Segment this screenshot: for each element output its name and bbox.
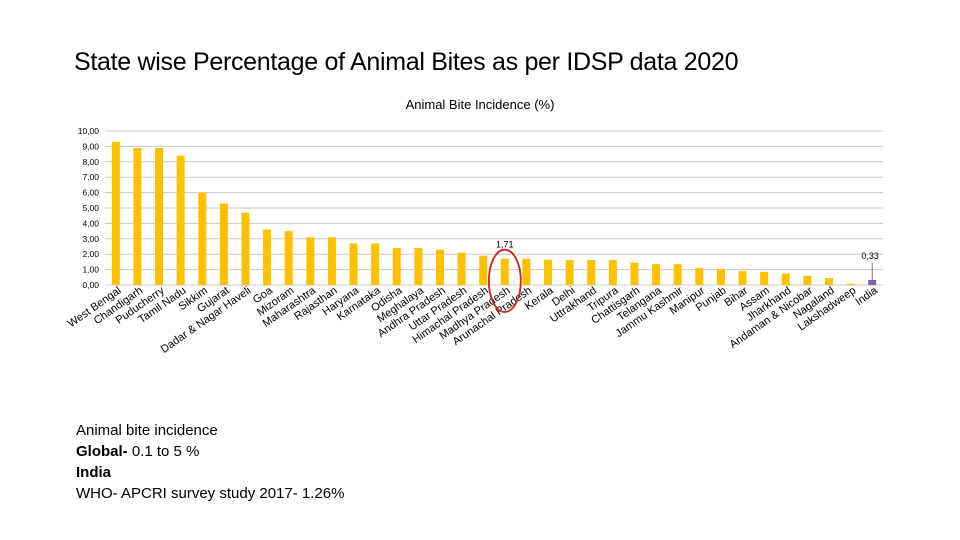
bar-tripura xyxy=(608,260,617,285)
y-tick-label: 1,00 xyxy=(82,265,99,275)
y-tick-label: 10,00 xyxy=(78,126,100,136)
notes-india-heading: India xyxy=(76,464,112,481)
bar-chattisgarh xyxy=(630,262,639,285)
bar-odisha xyxy=(392,248,401,285)
bar-maharashtra xyxy=(306,237,315,285)
y-tick-label: 6,00 xyxy=(82,188,99,198)
bar-madhya-pradesh xyxy=(500,258,509,285)
chart-title: Animal Bite Incidence (%) xyxy=(405,97,555,112)
bar-puducherry xyxy=(155,147,164,285)
bar-jharkhand xyxy=(781,273,790,285)
highlight-ellipse xyxy=(487,248,522,313)
bar-karnataka xyxy=(371,243,380,285)
y-tick-label: 4,00 xyxy=(82,218,99,228)
bar-bihar xyxy=(738,271,747,285)
data-label: 0,33 xyxy=(861,251,879,261)
bar-andhra-pradesh xyxy=(435,249,444,285)
gridlines xyxy=(105,130,883,286)
x-tick-label: India xyxy=(853,284,880,308)
notes-global-line: Global- 0.1 to 5 % xyxy=(76,441,344,462)
notes-global-label: Global- xyxy=(76,443,128,460)
bar-andaman-nicobar xyxy=(803,275,812,285)
bar-gujarat xyxy=(219,203,228,285)
bar-nagaland xyxy=(824,278,833,285)
bar-jammu-kashmir xyxy=(673,264,682,285)
bar-lakshadweep xyxy=(846,283,855,285)
notes-who-line: WHO- APCRI survey study 2017- 1.26% xyxy=(76,485,345,502)
notes-heading: Animal bite incidence xyxy=(76,422,218,439)
notes-global-value: 0.1 to 5 % xyxy=(127,443,200,460)
y-tick-label: 3,00 xyxy=(82,234,99,244)
annotations: 1,71 0,33 xyxy=(487,240,879,313)
bars xyxy=(111,141,877,285)
bar-telangana xyxy=(652,264,661,285)
bar-west-bengal xyxy=(111,141,120,285)
bar-delhi xyxy=(565,260,574,285)
bar-kerala xyxy=(544,259,553,285)
y-tick-label: 5,00 xyxy=(82,203,99,213)
bar-uttar-pradesh xyxy=(457,252,466,285)
bar-uttrakhand xyxy=(587,260,596,285)
bar-india xyxy=(868,279,877,285)
bar-haryana xyxy=(349,243,358,285)
y-tick-label: 0,00 xyxy=(82,280,99,290)
bar-assam xyxy=(760,271,769,285)
data-label: 1,71 xyxy=(496,240,514,250)
bar-rajasthan xyxy=(327,237,336,285)
bar-tamil-nadu xyxy=(176,155,185,285)
bar-dadar-nagar-haveli xyxy=(241,212,250,285)
bar-goa xyxy=(263,229,272,285)
bar-sikkim xyxy=(198,192,207,285)
bar-chandigarh xyxy=(133,147,142,285)
bar-himachal-pradesh xyxy=(479,255,488,285)
bar-arunachal-pradesh xyxy=(522,258,531,285)
slide-title: State wise Percentage of Animal Bites as… xyxy=(74,48,739,76)
y-tick-label: 2,00 xyxy=(82,249,99,259)
y-tick-label: 9,00 xyxy=(82,141,99,151)
bar-punjab xyxy=(716,268,725,285)
y-tick-label: 8,00 xyxy=(82,157,99,167)
y-axis-ticks: 0,00 1,00 2,00 3,00 4,00 5,00 6,00 7,00 8,00 9,00… xyxy=(78,126,100,290)
bar-mizoram xyxy=(284,231,293,285)
y-tick-label: 7,00 xyxy=(82,172,99,182)
bar-meghalaya xyxy=(414,248,423,285)
bar-manipur xyxy=(695,268,704,285)
notes-block: Animal bite incidence Global- 0.1 to 5 %… xyxy=(76,420,344,504)
